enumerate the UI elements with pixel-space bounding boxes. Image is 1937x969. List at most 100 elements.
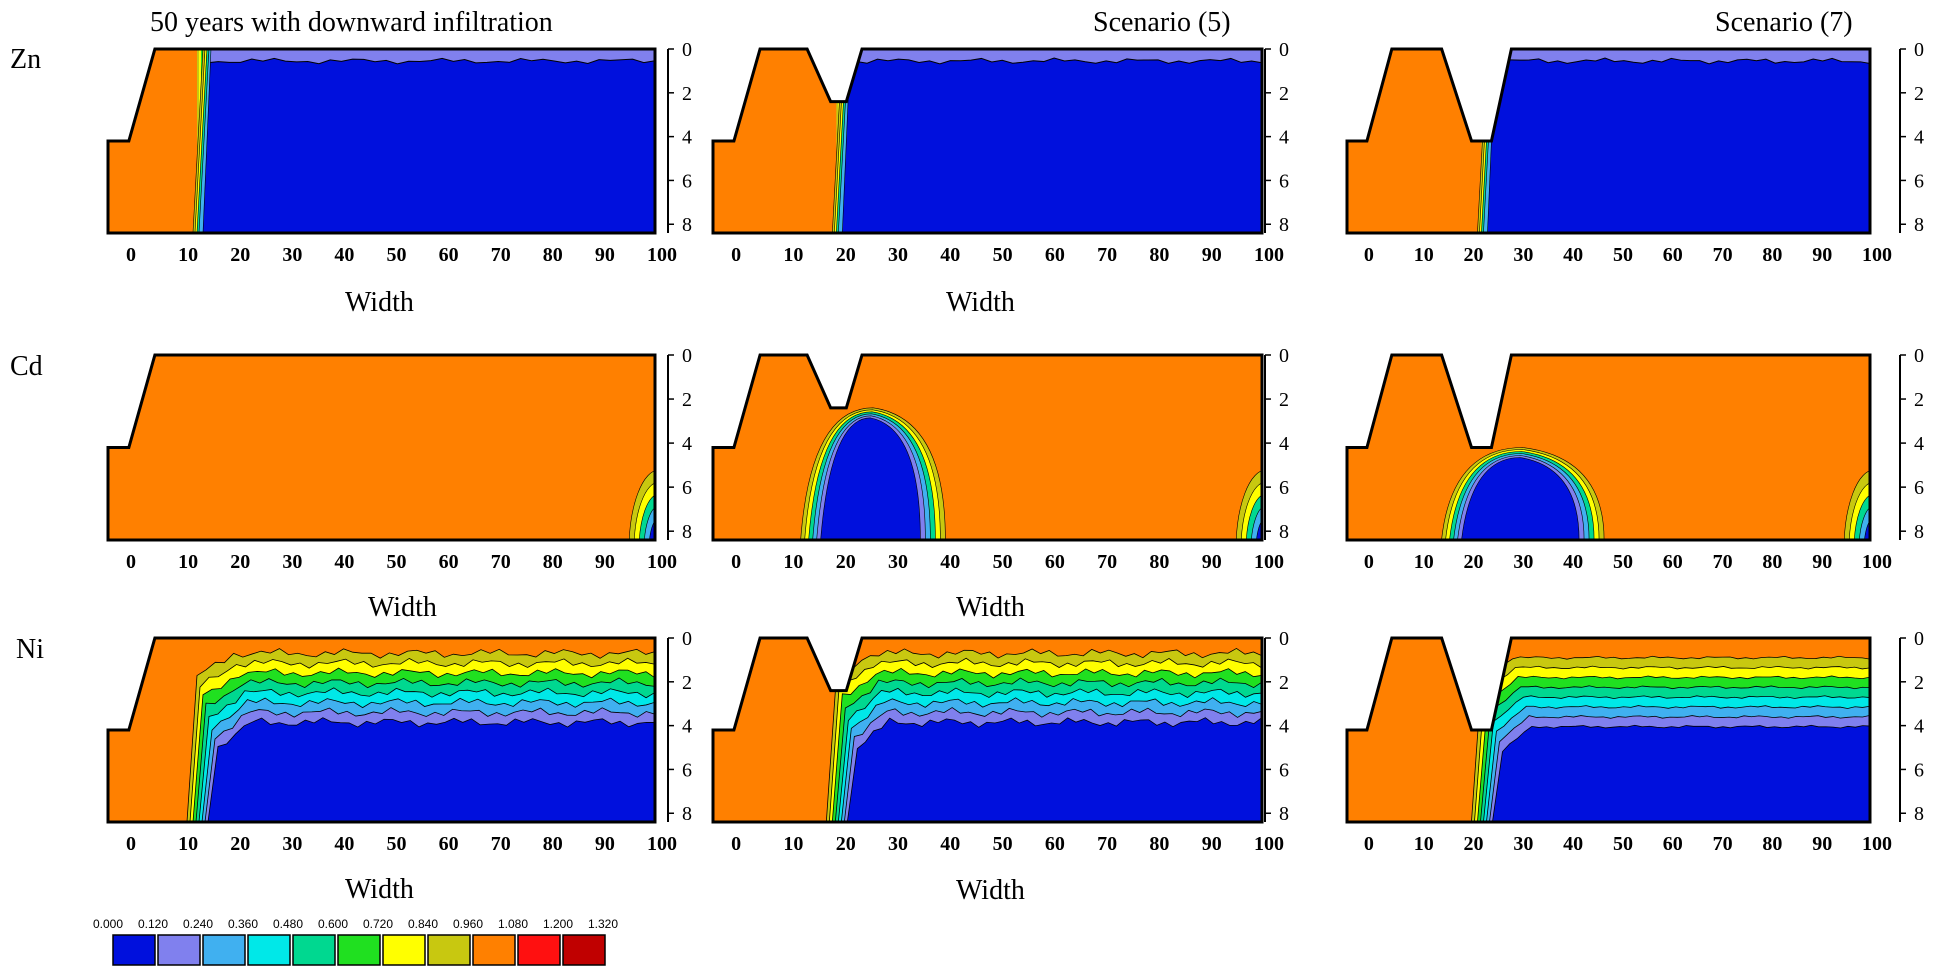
x-tick-label: 80 [1762,551,1782,573]
legend-break-label: 0.960 [453,917,483,931]
y-tick-label: 2 [1914,83,1924,105]
legend-swatch [202,934,246,966]
y-tick-label: 4 [1279,716,1289,738]
domain-outline [711,47,1264,235]
legend-swatch [382,934,426,966]
y-tick-label: 0 [1914,39,1924,61]
x-tick-label: 30 [282,244,302,266]
legend-swatch [427,934,471,966]
legend-break-label: 0.360 [228,917,258,931]
y-tick-label: 8 [1914,803,1924,825]
y-tick-label: 6 [1914,170,1924,192]
legend-break-label: 1.080 [498,917,528,931]
x-tick-label: 80 [543,833,563,855]
x-tick-label: 40 [1563,244,1583,266]
x-tick-label: 40 [940,551,960,573]
contour-band [846,716,1262,822]
domain-outline [1345,47,1872,235]
y-tick-label: 4 [682,127,692,149]
legend-break-label: 0.600 [318,917,348,931]
x-tick-label: 90 [1202,551,1222,573]
y-tick-label: 8 [1279,214,1289,236]
y-tick-label: 4 [1279,127,1289,149]
x-tick-label: 0 [1364,833,1374,855]
x-tick-label: 0 [1364,244,1374,266]
x-tick-label: 80 [543,551,563,573]
x-tick-label: 70 [1097,551,1117,573]
contour-band [638,493,655,540]
contour-band [820,417,921,540]
x-tick-label: 80 [1149,551,1169,573]
x-tick-label: 90 [1812,551,1832,573]
legend-swatch [292,934,336,966]
x-tick-label: 100 [647,833,677,855]
domain-outline [106,353,657,542]
contour-band [1843,469,1870,540]
xlabel-ni-2: Width [956,875,1025,906]
y-tick-label: 4 [682,716,692,738]
x-tick-label: 20 [1464,833,1484,855]
x-tick-label: 10 [178,244,198,266]
x-tick-label: 100 [647,551,677,573]
x-tick-label: 0 [126,244,136,266]
y-tick-label: 2 [682,672,692,694]
y-tick-label: 6 [1279,170,1289,192]
y-tick-label: 0 [682,345,692,367]
y-tick-label: 0 [682,39,692,61]
legend-break-label: 0.000 [93,917,123,931]
xlabel-cd-2: Width [956,592,1025,623]
x-tick-label: 0 [126,833,136,855]
legend-swatch [337,934,381,966]
column-title-1: 50 years with downward infiltration [150,7,553,38]
contour-band [194,49,208,233]
x-tick-label: 40 [334,551,354,573]
x-tick-label: 60 [1663,551,1683,573]
y-tick-label: 0 [1914,345,1924,367]
x-tick-label: 30 [1513,551,1533,573]
x-tick-label: 60 [1663,833,1683,855]
x-tick-label: 30 [888,244,908,266]
x-tick-label: 0 [731,833,741,855]
y-tick-label: 6 [682,170,692,192]
xlabel-ni-1: Width [345,874,414,905]
y-tick-label: 6 [1279,477,1289,499]
background-zone [713,355,1262,540]
y-tick-label: 4 [1914,716,1924,738]
y-tick-label: 0 [1279,39,1289,61]
x-tick-label: 20 [836,244,856,266]
contour-band [196,49,210,233]
y-tick-label: 4 [682,433,692,455]
domain-outline [106,47,657,235]
y-tick-label: 6 [682,477,692,499]
x-tick-label: 70 [1713,244,1733,266]
x-tick-label: 100 [1254,833,1284,855]
x-tick-label: 10 [178,833,198,855]
x-tick-label: 70 [1713,551,1733,573]
legend-break-label: 1.320 [588,917,618,931]
background-zone [1347,355,1870,540]
legend-break-label: 0.240 [183,917,213,931]
contour-band [1484,57,1870,233]
x-tick-label: 0 [731,244,741,266]
x-tick-label: 40 [334,244,354,266]
y-tick-label: 6 [1279,759,1289,781]
domain-outline [711,353,1264,542]
x-tick-label: 100 [1862,833,1892,855]
y-tick-label: 6 [1914,477,1924,499]
legend-break-label: 1.200 [543,917,573,931]
x-tick-label: 100 [1254,244,1284,266]
y-tick-label: 2 [1279,389,1289,411]
x-tick-label: 90 [1202,833,1222,855]
x-tick-label: 80 [1149,244,1169,266]
x-tick-label: 90 [595,833,615,855]
y-tick-label: 8 [1914,521,1924,543]
x-tick-label: 20 [836,833,856,855]
